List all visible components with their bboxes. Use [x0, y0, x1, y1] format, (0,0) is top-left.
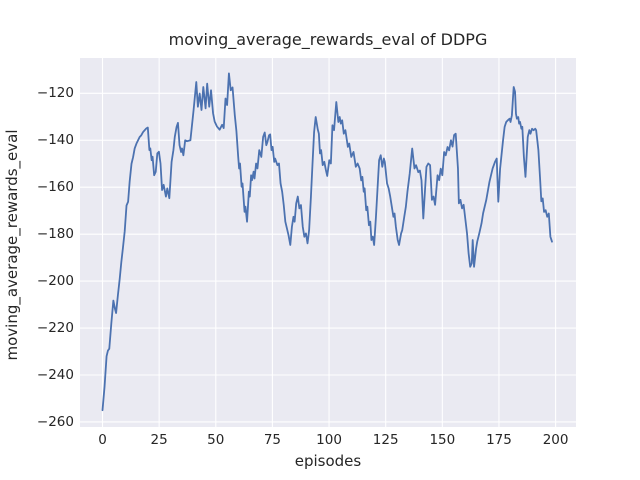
x-tick-label: 100	[316, 432, 342, 448]
x-tick-label: 0	[98, 432, 107, 448]
x-tick-label: 175	[486, 432, 512, 448]
chart-title: moving_average_rewards_eval of DDPG	[168, 30, 488, 49]
y-tick-label: −140	[36, 132, 74, 149]
x-tick-label: 200	[542, 432, 569, 448]
y-axis-label: moving_average_rewards_eval	[3, 129, 21, 361]
x-axis-label: episodes	[294, 452, 362, 470]
y-tick-label: −260	[36, 413, 74, 430]
data-line	[101, 72, 553, 412]
y-tick-label: −220	[36, 320, 74, 337]
x-tick-label: 25	[150, 432, 168, 448]
x-tick-label: 50	[207, 432, 225, 448]
y-tick-label: −160	[36, 179, 74, 196]
x-tick-label: 125	[372, 432, 399, 448]
y-tick-label: −240	[36, 367, 74, 383]
x-tick-label: 150	[429, 432, 456, 448]
x-tick-label: 75	[263, 432, 281, 448]
y-tick-label: −120	[36, 85, 74, 102]
plot-area	[80, 58, 576, 427]
y-tick-label: −180	[36, 226, 74, 243]
y-tick-label: −200	[36, 273, 74, 290]
line-chart-svg	[80, 58, 576, 427]
